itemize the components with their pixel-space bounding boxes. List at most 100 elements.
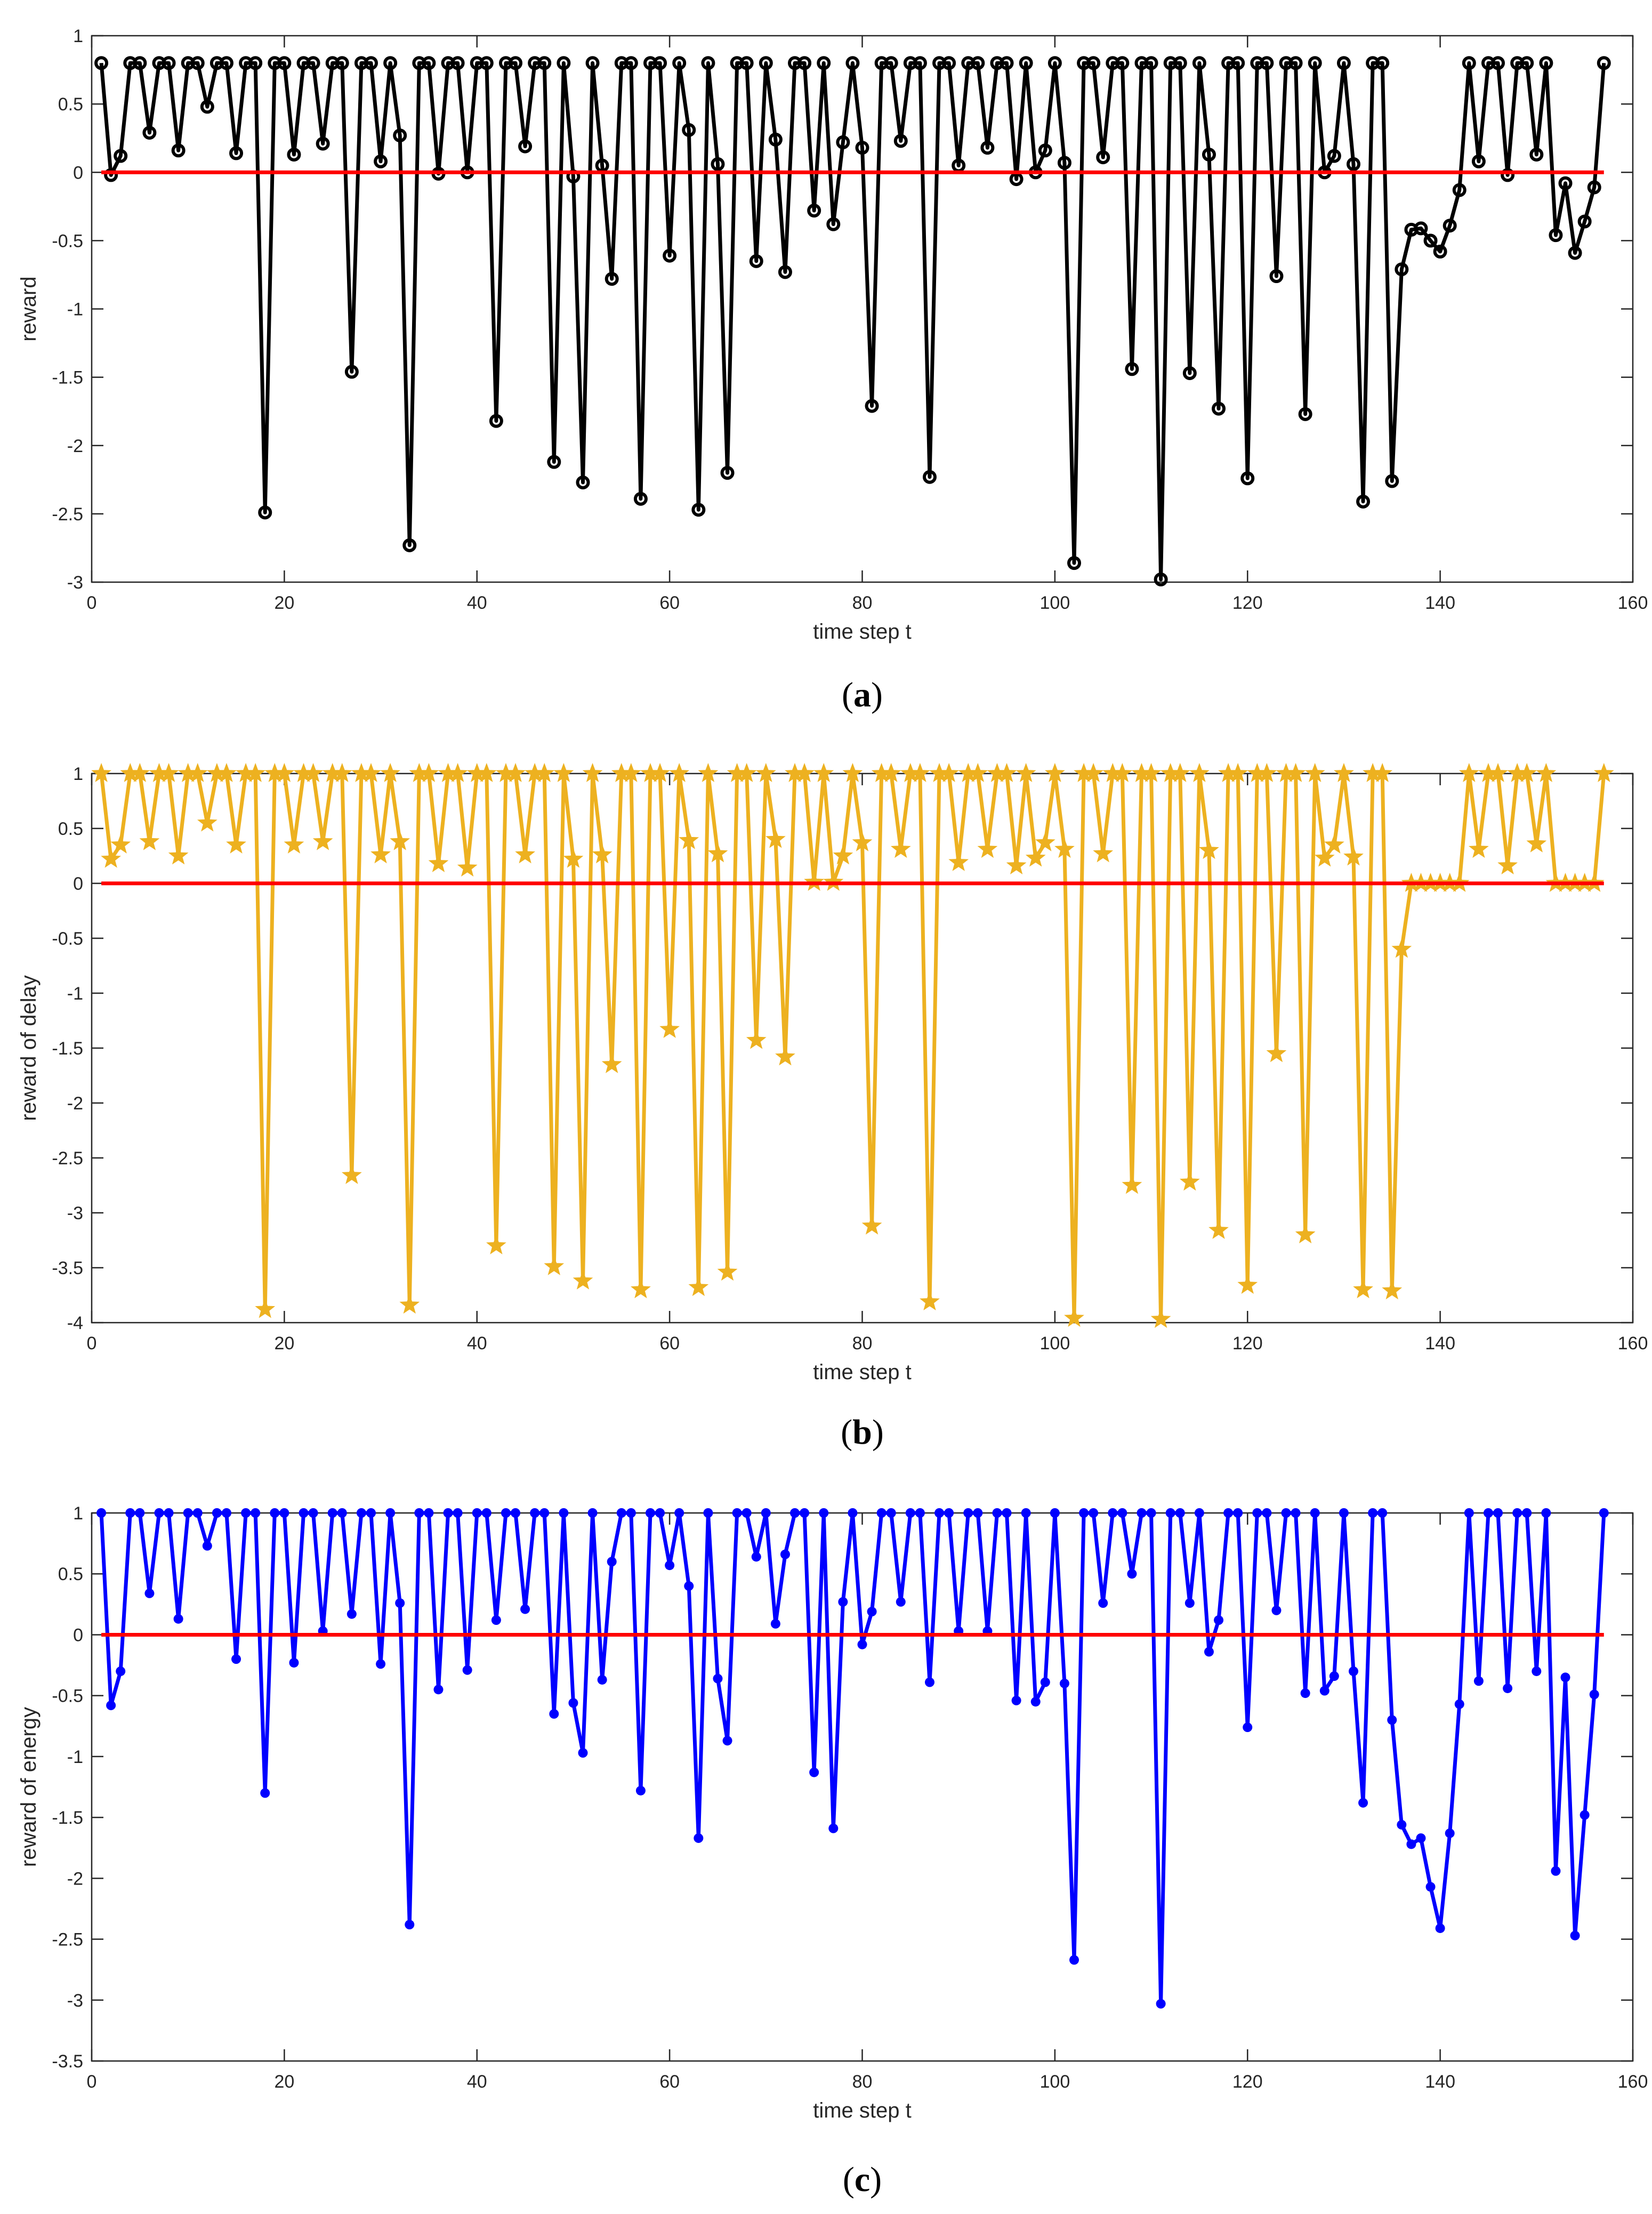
data-point — [216, 763, 237, 783]
data-point — [1016, 763, 1036, 783]
data-point — [1271, 1605, 1282, 1615]
data-point — [106, 1700, 116, 1710]
x-tick-label: 80 — [852, 2072, 873, 2092]
data-point — [1377, 1508, 1388, 1518]
data-point — [486, 1235, 506, 1254]
data-point — [963, 1508, 973, 1518]
data-point — [607, 1557, 617, 1567]
data-point — [924, 1677, 934, 1687]
data-point — [1503, 1683, 1513, 1693]
data-point — [393, 128, 407, 143]
data-point — [476, 763, 497, 783]
data-point — [713, 1673, 723, 1684]
data-point — [289, 1657, 299, 1668]
data-point — [547, 455, 561, 469]
data-point — [635, 1785, 646, 1796]
data-point — [1194, 1508, 1204, 1518]
data-point — [1397, 1819, 1407, 1830]
data-point — [559, 1508, 569, 1518]
data-point — [722, 1736, 732, 1746]
data-point — [335, 56, 349, 70]
data-point — [1086, 56, 1101, 70]
data-point — [717, 1261, 738, 1281]
data-point — [1141, 763, 1162, 783]
data-point — [1285, 763, 1306, 783]
data-point — [337, 1508, 347, 1518]
data-point — [1568, 246, 1582, 260]
data-point — [746, 1029, 767, 1049]
x-tick-label: 120 — [1232, 2072, 1263, 2092]
data-point — [605, 272, 619, 286]
data-point — [1006, 855, 1027, 875]
data-point — [258, 505, 272, 520]
data-point — [905, 1508, 915, 1518]
panel-a: 0 20 40 60 80 100 120 140 160 -3 -2.5 -2 -1.5 -1 -0.5 0… — [17, 26, 1648, 714]
data-point — [1339, 1508, 1349, 1518]
data-point — [592, 844, 613, 864]
x-tick-label: 40 — [467, 2072, 487, 2092]
y-tick-label: 0 — [73, 874, 83, 894]
data-point — [303, 763, 324, 783]
data-point — [736, 763, 757, 783]
data-point — [761, 1508, 771, 1518]
data-point — [992, 1508, 1002, 1518]
data-point — [573, 1270, 593, 1290]
data-point — [1179, 1171, 1200, 1191]
data-point — [390, 831, 410, 850]
y-tick-label: -0.5 — [52, 1686, 83, 1706]
data-point — [1025, 847, 1046, 867]
data-point — [682, 123, 696, 137]
data-point — [453, 1508, 463, 1518]
data-point — [968, 763, 988, 783]
data-point — [1069, 1955, 1079, 1965]
data-point — [861, 1215, 882, 1235]
data-point — [1395, 262, 1409, 277]
data-point — [197, 812, 217, 832]
y-tick-label: -2 — [67, 1093, 83, 1114]
data-point — [971, 56, 985, 70]
data-point — [248, 56, 263, 70]
x-tick-label: 20 — [274, 2072, 294, 2092]
y-tick-label: -0.5 — [52, 231, 83, 251]
data-point — [544, 1256, 565, 1275]
data-point — [277, 56, 292, 70]
data-point — [1416, 1833, 1426, 1843]
data-point — [158, 763, 179, 783]
data-point — [374, 154, 388, 168]
data-point — [489, 414, 503, 428]
data-point — [939, 763, 960, 783]
data-point — [1445, 1828, 1455, 1838]
data-point — [650, 763, 670, 783]
x-tick-label: 80 — [852, 1333, 873, 1354]
data-point — [1433, 244, 1447, 259]
data-point — [1096, 150, 1110, 165]
data-point — [582, 763, 603, 783]
x-tick-label: 0 — [87, 1333, 97, 1354]
data-point — [1057, 156, 1071, 170]
data-point — [742, 1508, 752, 1518]
y-axis-label: reward — [17, 276, 41, 341]
data-point — [1526, 833, 1547, 852]
data-point — [867, 1607, 877, 1617]
data-point — [597, 1674, 607, 1685]
data-point — [1112, 763, 1133, 783]
data-point — [1269, 269, 1284, 283]
x-axis-label: time step t — [813, 620, 912, 643]
data-point — [1067, 556, 1082, 570]
data-point — [219, 56, 233, 70]
data-point — [688, 1277, 709, 1297]
data-point — [284, 834, 304, 854]
data-point — [422, 56, 436, 70]
data-point — [1019, 56, 1033, 70]
y-tick-label: -1.5 — [52, 1808, 83, 1828]
data-point — [701, 56, 715, 70]
x-axis-label: time step t — [813, 1360, 912, 1384]
x-tick-label: 100 — [1040, 593, 1070, 613]
data-point — [1558, 176, 1573, 190]
data-point — [768, 132, 783, 147]
data-point — [1593, 763, 1614, 783]
data-point — [270, 1508, 280, 1518]
data-point — [1231, 56, 1245, 70]
data-point — [1385, 474, 1399, 488]
